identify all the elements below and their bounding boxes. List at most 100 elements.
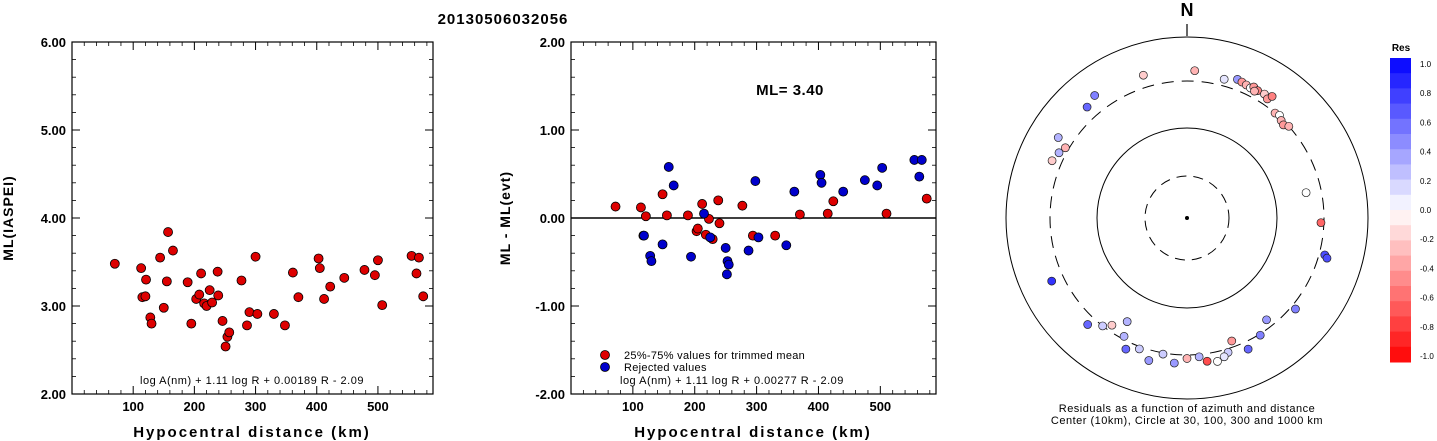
colorbar-cell — [1390, 194, 1411, 211]
residual-point — [1107, 320, 1117, 330]
x-tick-label: 100 — [122, 399, 144, 414]
ml-annotation: ML= 3.40 — [756, 82, 824, 99]
data-point-blue — [657, 239, 668, 250]
x-axis-label: Hypocentral distance (km) — [133, 424, 371, 441]
data-point-blue — [916, 155, 927, 165]
data-point-red — [163, 227, 173, 237]
data-point-red — [220, 341, 231, 352]
data-point-blue — [753, 232, 764, 243]
y-axis-label: ML(IASPEI) — [0, 175, 16, 260]
data-point-red — [244, 307, 255, 318]
data-point-red — [236, 275, 247, 286]
center-dot — [1185, 216, 1189, 220]
data-point-red — [186, 318, 197, 329]
residual-point — [1291, 304, 1300, 314]
colorbar-cell — [1390, 286, 1411, 302]
colorbar-cell — [1390, 88, 1411, 105]
data-point-red — [293, 292, 304, 303]
x-tick-label: 200 — [684, 399, 706, 414]
data-point-red — [109, 258, 120, 269]
north-label: N — [1181, 0, 1194, 20]
colorbar-cell — [1390, 118, 1411, 135]
y-tick-label: 3.00 — [41, 299, 66, 314]
colorbar-cell — [1390, 149, 1411, 165]
data-point-red — [313, 253, 324, 264]
colorbar-cell — [1390, 255, 1411, 272]
data-point-blue — [705, 232, 716, 243]
data-point-red — [319, 294, 329, 304]
data-point-red — [217, 316, 228, 326]
residual-point — [1060, 143, 1070, 153]
data-point-red — [610, 201, 621, 212]
colorbar-cells — [1390, 58, 1411, 363]
colorbar-tick-label: 1.0 — [1420, 60, 1432, 69]
data-points — [610, 155, 932, 280]
data-point-red — [213, 290, 224, 301]
data-point-red — [212, 266, 223, 277]
residual-point — [1090, 91, 1100, 100]
data-point-red — [636, 202, 646, 213]
caption-line-2: Center (10km), Circle at 30, 100, 300 an… — [1051, 415, 1323, 427]
legend-label-rejected: Rejected values — [624, 362, 707, 374]
data-point-blue — [838, 186, 849, 197]
residual-point — [1122, 317, 1132, 326]
y-tick-label: 0.00 — [540, 211, 565, 226]
residual-point — [1082, 102, 1092, 112]
residual-point — [1182, 354, 1192, 363]
x-tick-label: 300 — [245, 399, 267, 414]
colorbar-cell — [1390, 301, 1411, 317]
x-axis-label: Hypocentral distance (km) — [634, 424, 872, 441]
x-ticks: 100 200 300 400 500 — [83, 42, 428, 414]
y-axis-label: ML - ML(evt) — [497, 171, 513, 265]
colorbar-tick-label: 0.6 — [1420, 118, 1432, 127]
data-point-red — [287, 267, 298, 278]
residual-point — [1250, 86, 1259, 96]
data-point-red — [314, 263, 325, 274]
data-point-red — [155, 252, 166, 263]
colorbar-tick-label: 0.2 — [1420, 177, 1432, 186]
formula-label: log A(nm) + 1.11 log R + 0.00277 R - 2.0… — [620, 375, 844, 387]
data-point-red — [692, 223, 703, 234]
data-point-blue — [750, 176, 761, 186]
data-point-red — [794, 209, 805, 220]
residual-point — [1083, 320, 1093, 329]
data-point-blue — [877, 162, 888, 173]
y-tick-label: 4.00 — [41, 211, 66, 226]
residual-point — [1138, 70, 1148, 80]
data-point-red — [140, 291, 151, 302]
data-point-red — [158, 302, 169, 313]
data-point-red — [194, 289, 205, 300]
data-point-red — [339, 272, 350, 283]
data-point-blue — [723, 259, 734, 270]
x-tick-label: 300 — [746, 399, 768, 414]
azimuth-residual-plot: N Residuals as a function of azimuth and… — [1005, 0, 1369, 427]
residual-point — [1322, 253, 1332, 263]
residual-point — [1047, 156, 1057, 166]
data-point-blue — [789, 186, 800, 197]
data-point-blue — [646, 256, 657, 267]
data-point-red — [737, 200, 748, 211]
data-point-red — [714, 218, 725, 229]
ring-300km — [1049, 80, 1325, 356]
y-tick-label: 1.00 — [540, 123, 565, 138]
data-point-red — [713, 195, 724, 206]
data-point-blue — [743, 245, 754, 256]
data-point-red — [207, 297, 218, 308]
data-point-red — [325, 281, 336, 292]
data-point-red — [141, 274, 151, 285]
residual-point — [1190, 66, 1200, 76]
residual-point — [1243, 344, 1253, 354]
residual-point — [1301, 188, 1311, 198]
ring-100km — [1096, 127, 1278, 309]
ml-vs-distance-plot: 2.00 3.00 4.00 5.00 6.00 100 200 300 400 500 ML(… — [0, 35, 434, 441]
residual-point — [1098, 321, 1108, 331]
colorbar-title: Res — [1392, 43, 1411, 54]
data-point-red — [881, 208, 892, 219]
data-point-blue — [872, 180, 883, 191]
colorbar-cell — [1390, 270, 1411, 287]
data-point-red — [146, 318, 157, 329]
y-ticks: 2.00 3.00 4.00 5.00 6.00 — [41, 35, 433, 402]
residual-colorbar: Res 1.0 0.8 0.6 0.4 0.2 0.0 -0.2 -0.4 -0.6 -0.8 -1… — [1390, 43, 1434, 363]
colorbar-cell — [1390, 331, 1411, 348]
